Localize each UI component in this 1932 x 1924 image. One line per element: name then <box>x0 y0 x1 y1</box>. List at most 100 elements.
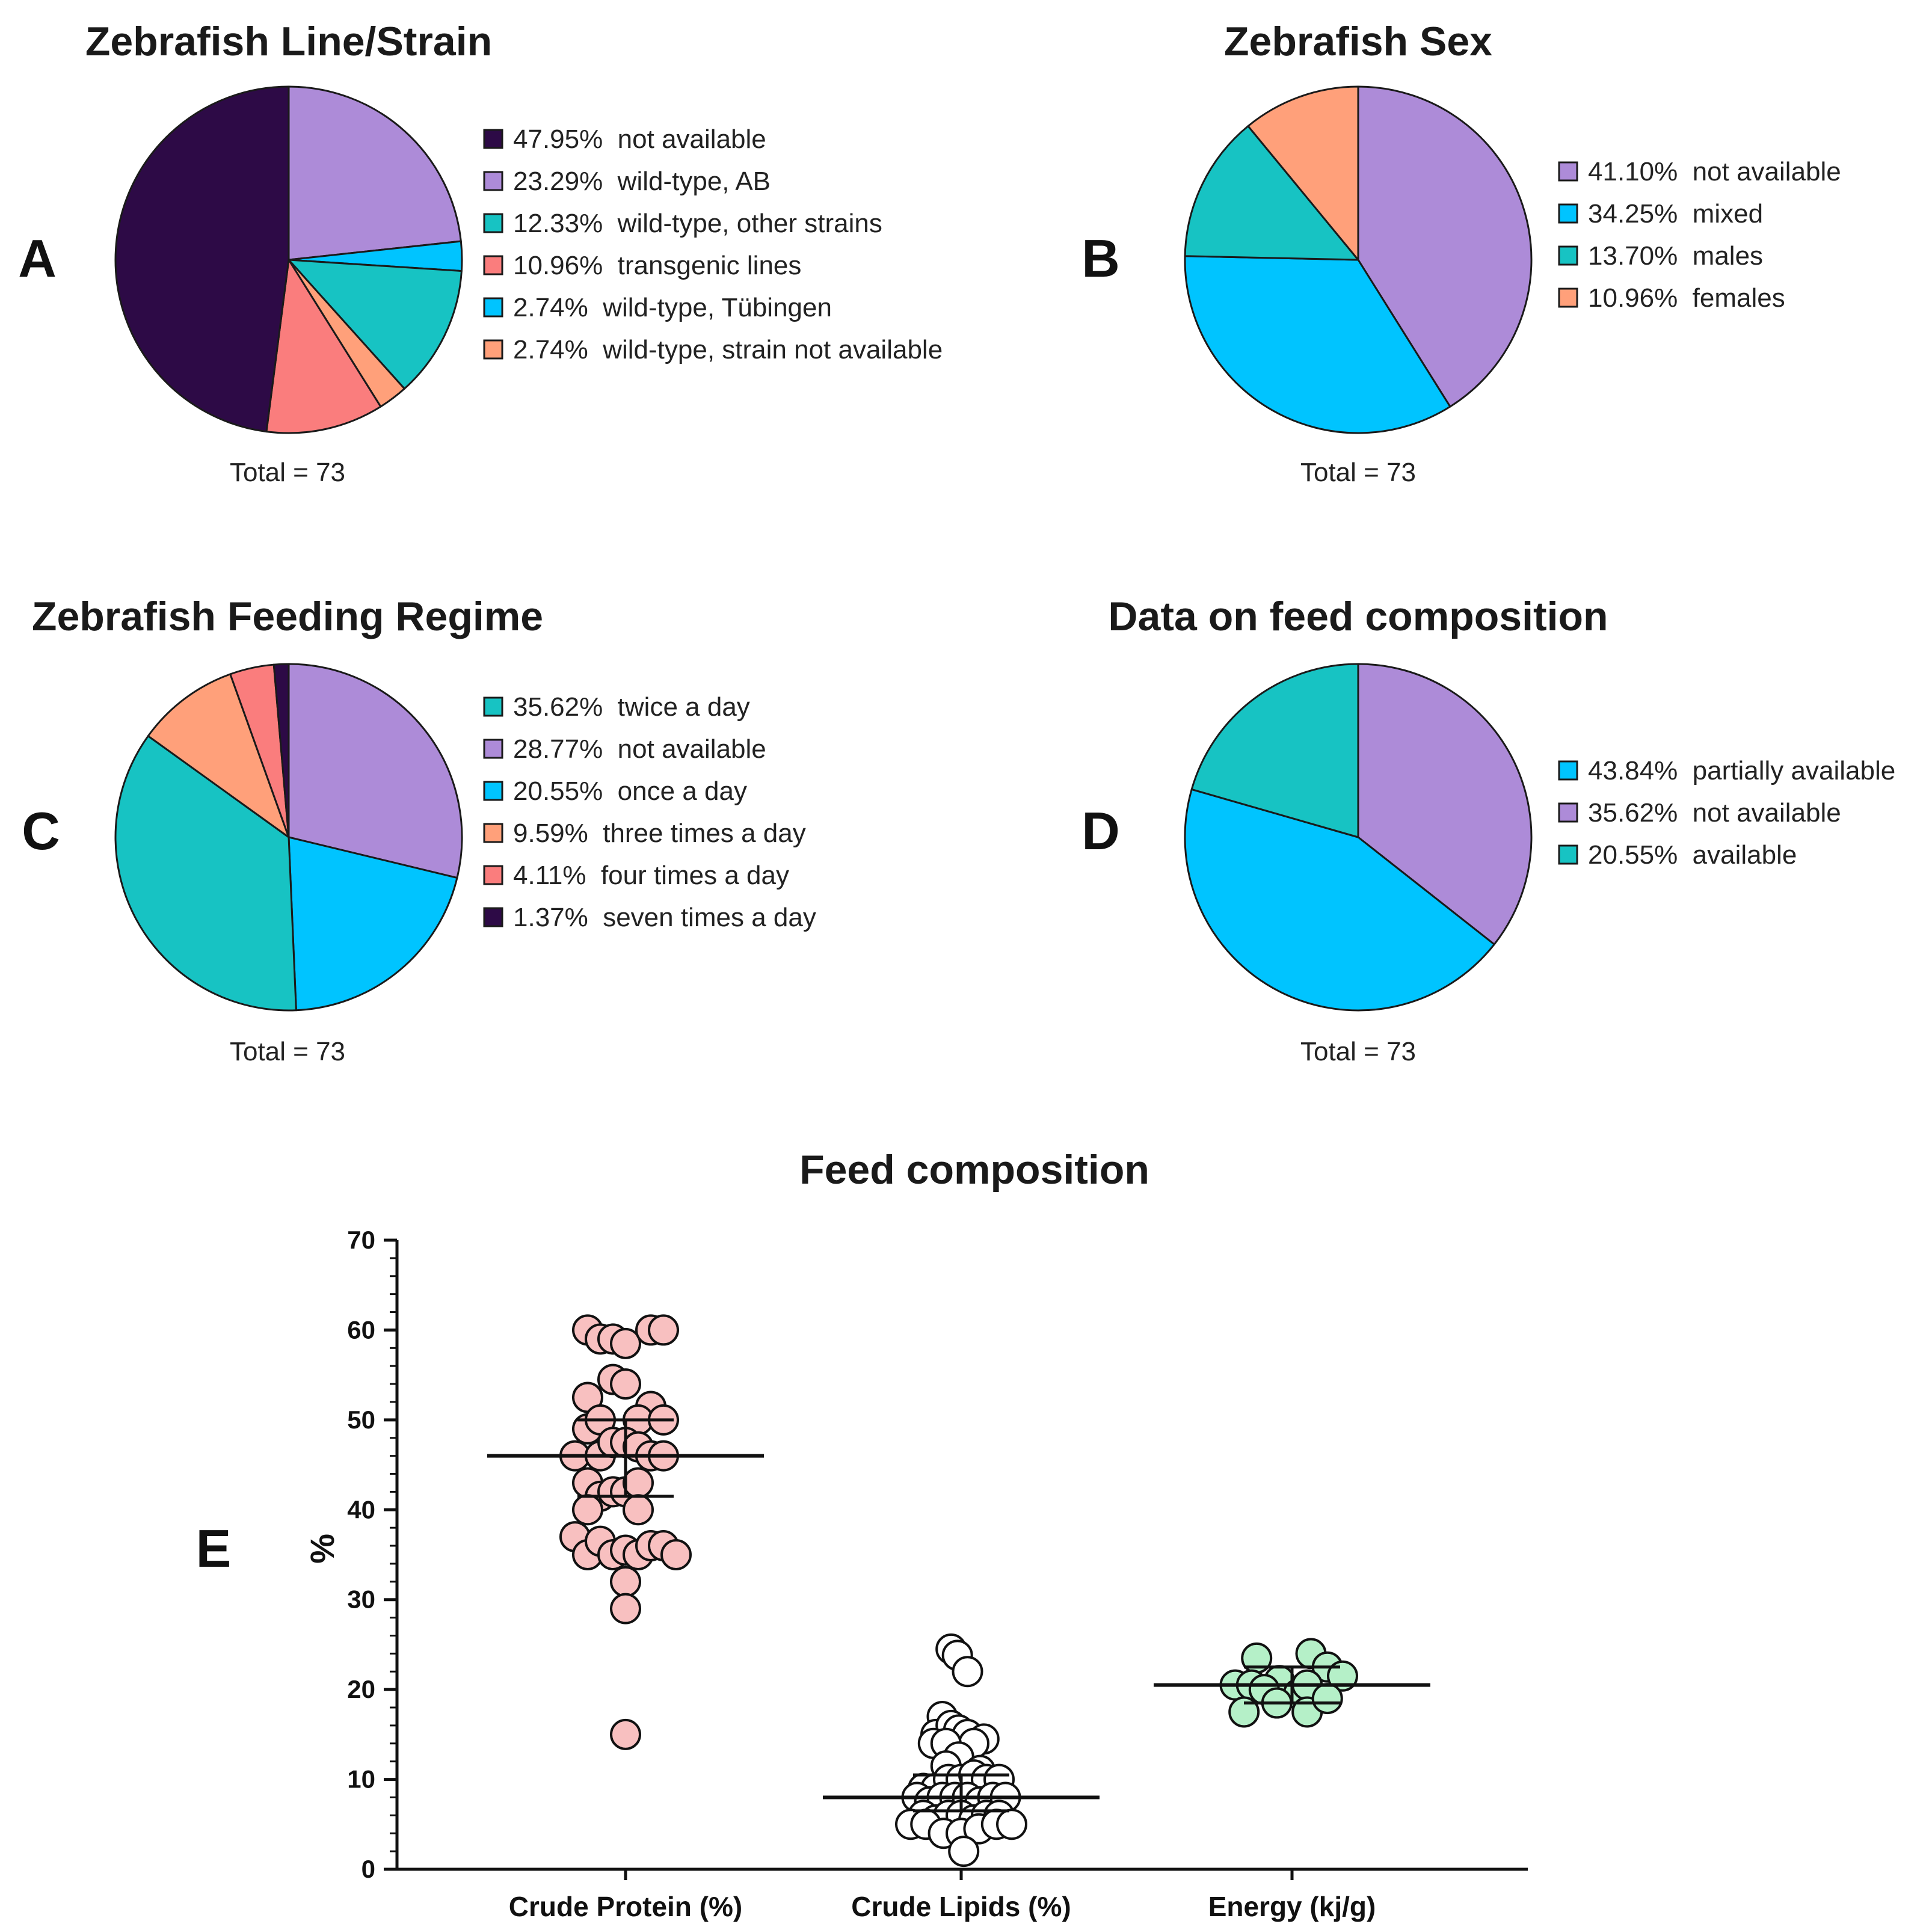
legend-swatch <box>483 339 503 360</box>
pie-slice-transgenic-lines <box>265 259 382 434</box>
data-point-crude-protein <box>610 1593 641 1624</box>
legend-swatch <box>1558 287 1578 308</box>
data-point-crude-protein <box>610 1368 641 1400</box>
legend-swatch <box>483 696 503 717</box>
legend-item-wild-type-ab: 23.29% wild-type, AB <box>513 167 771 196</box>
total-label: Total = 73 <box>230 458 345 487</box>
legend-swatch <box>1558 161 1578 182</box>
data-point-crude-protein <box>648 1314 679 1346</box>
y-tick-label: 20 <box>347 1675 375 1703</box>
legend-item-twice-a-day: 35.62% twice a day <box>513 692 750 722</box>
legend-swatch <box>483 865 503 885</box>
pie-slices <box>1184 85 1533 434</box>
pie-slices <box>114 663 463 1012</box>
data-point-energy-kj-g <box>1311 1683 1343 1715</box>
legend-item-not-available: 41.10% not available <box>1588 157 1841 186</box>
legend-swatch <box>1558 203 1578 224</box>
legend: 43.84% partially available 35.62% not ava… <box>1558 756 1895 870</box>
legend-swatch <box>483 297 503 318</box>
pie-slice-not-available <box>1357 85 1533 408</box>
pie-slice-mixed <box>1184 255 1451 434</box>
data-point-crude-protein <box>572 1494 603 1526</box>
legend-swatch <box>483 739 503 759</box>
axes: 0 10 20 30 40 50 60 70 Crude Protein (%) Crude Li… <box>347 1226 1528 1922</box>
y-tick-label: 60 <box>347 1315 375 1344</box>
data-point-crude-protein <box>610 1327 641 1359</box>
chart-title: Zebrafish Feeding Regime <box>32 594 543 639</box>
x-tick-label: Crude Lipids (%) <box>851 1891 1071 1922</box>
data-point-crude-lipids <box>948 1836 980 1867</box>
pie-slice-twice-a-day <box>114 735 297 1012</box>
legend-item-four-times-a-day: 4.11% four times a day <box>513 861 789 890</box>
panel-a-line-strain: Zebrafish Line/Strain A 47.95% not avail… <box>18 19 943 487</box>
pie-slice-seven-times-a-day <box>272 663 290 838</box>
chart-title: Zebrafish Sex <box>1224 19 1492 64</box>
legend: 41.10% not available 34.25% mixed 13.70% m… <box>1558 157 1841 313</box>
legend: 35.62% twice a day 28.77% not available 20… <box>483 692 816 932</box>
x-tick-label: Energy (kj/g) <box>1208 1891 1376 1922</box>
legend-swatch <box>483 171 503 191</box>
data-point-crude-lipids <box>996 1809 1027 1840</box>
pie-slice-wild-type-other-strains <box>288 259 463 390</box>
legend: 47.95% not available 23.29% wild-type, AB… <box>483 124 943 364</box>
legend-swatch <box>1558 245 1578 266</box>
legend-item-females: 10.96% females <box>1588 283 1785 313</box>
chart-title: Zebrafish Line/Strain <box>85 19 492 64</box>
pie-slice-partially-available <box>1184 788 1495 1012</box>
y-tick-label: 0 <box>361 1855 375 1883</box>
legend-swatch <box>483 823 503 843</box>
pie-slices <box>1184 663 1533 1012</box>
legend-item-wild-type-strain-not-available: 2.74% wild-type, strain not available <box>513 335 943 364</box>
legend-swatch <box>483 781 503 801</box>
data-point-energy-kj-g <box>1228 1696 1260 1728</box>
legend-swatch <box>483 255 503 275</box>
legend-item-not-available: 35.62% not available <box>1588 798 1841 828</box>
data-point-crude-lipids <box>952 1656 983 1688</box>
chart-title: Feed composition <box>799 1147 1149 1193</box>
total-label: Total = 73 <box>1300 1037 1416 1066</box>
legend-item-once-a-day: 20.55% once a day <box>513 776 747 806</box>
pie-slice-not-available <box>288 663 463 879</box>
panel-letter: E <box>196 1519 232 1578</box>
panel-letter: C <box>22 801 60 861</box>
pie-slice-females <box>1247 85 1359 261</box>
panel-letter: A <box>18 229 57 288</box>
legend-swatch <box>1558 844 1578 865</box>
legend-item-partially-available: 43.84% partially available <box>1588 756 1895 785</box>
panel-d-feed-composition-data: Data on feed composition D 43.84% partia… <box>1081 594 1895 1066</box>
chart-title: Data on feed composition <box>1108 594 1608 639</box>
legend-item-not-available: 28.77% not available <box>513 734 766 764</box>
pie-slice-wild-type-ab <box>288 85 462 261</box>
pie-slice-males <box>1184 125 1359 261</box>
legend-swatch <box>1558 760 1578 781</box>
data-point-crude-protein <box>610 1718 641 1750</box>
legend-item-available: 20.55% available <box>1588 840 1797 870</box>
legend-item-not-available: 47.95% not available <box>513 124 766 154</box>
legend-swatch <box>483 129 503 149</box>
total-label: Total = 73 <box>230 1037 345 1066</box>
pie-slice-available <box>1190 663 1359 838</box>
legend-item-three-times-a-day: 9.59% three times a day <box>513 819 806 848</box>
pie-slice-three-times-a-day <box>147 673 290 838</box>
legend-item-wild-type-other-strains: 12.33% wild-type, other strains <box>513 209 882 238</box>
pie-slice-not-available <box>114 85 290 433</box>
legend-swatch <box>483 907 503 927</box>
y-tick-label: 70 <box>347 1226 375 1254</box>
x-tick-label: Crude Protein (%) <box>509 1891 742 1922</box>
data-point-crude-protein <box>623 1494 654 1526</box>
y-axis-title: % <box>303 1534 341 1564</box>
legend-swatch <box>483 213 503 233</box>
legend-swatch <box>1558 802 1578 823</box>
data-point-crude-protein <box>660 1539 692 1570</box>
panel-c-feeding-regime: Zebrafish Feeding Regime C 35.62% twice … <box>22 594 816 1066</box>
data-point-crude-protein <box>623 1467 654 1499</box>
pie-slice-once-a-day <box>288 836 458 1012</box>
y-tick-label: 50 <box>347 1406 375 1434</box>
pie-slices <box>114 85 463 434</box>
panel-letter: D <box>1081 801 1120 861</box>
scatter-marks <box>487 1314 1430 1867</box>
legend-item-seven-times-a-day: 1.37% seven times a day <box>513 903 816 932</box>
panel-letter: B <box>1081 229 1120 288</box>
pie-slice-not-available <box>1357 663 1533 945</box>
